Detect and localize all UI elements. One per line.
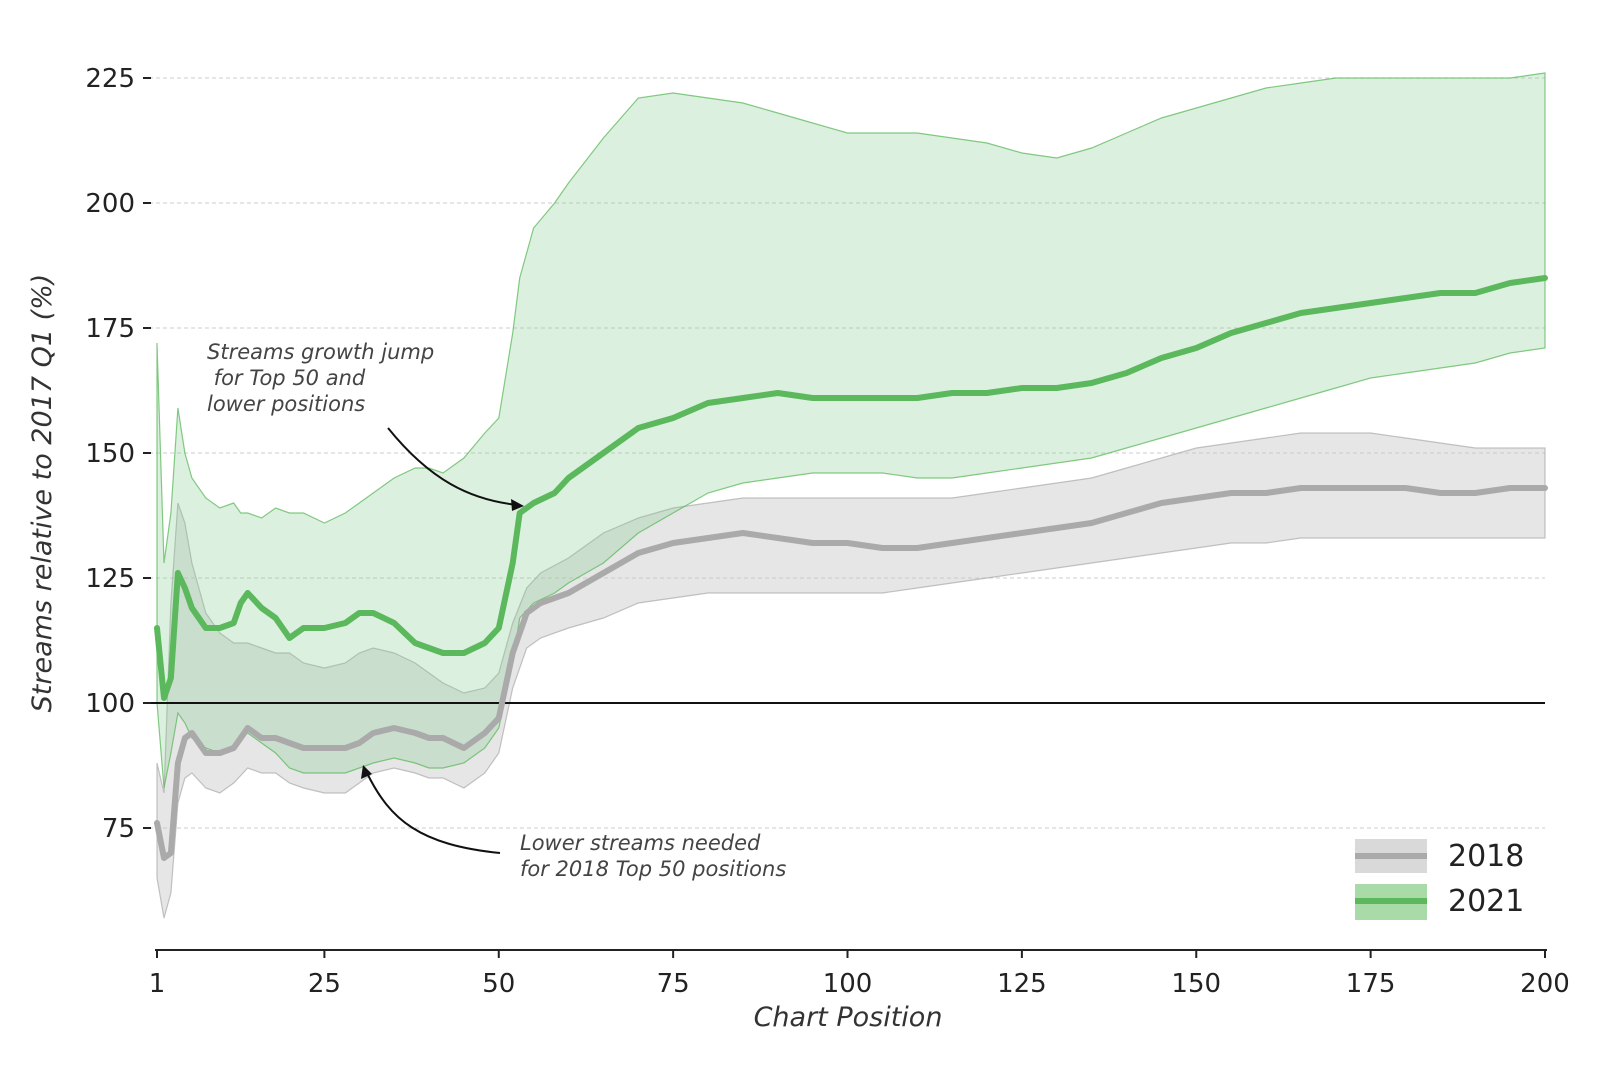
- band-2018: [156, 432, 1546, 919]
- annotation-lower-arrowhead: [361, 765, 372, 779]
- annotation-jump-arrow: [387, 427, 519, 506]
- y-tick-label-225: 225: [85, 64, 135, 94]
- gridlines: [149, 77, 1545, 829]
- confidence-bands: [156, 72, 1546, 919]
- y-tick-label-75: 75: [102, 814, 135, 844]
- y-tick-label-200: 200: [85, 189, 135, 219]
- x-tick-label-25: 25: [308, 969, 341, 999]
- annotation-jump-line-1: Streams growth jump: [207, 340, 434, 364]
- y-tick-label-150: 150: [85, 439, 135, 469]
- band-2021: [156, 72, 1546, 789]
- x-tick-label-175: 175: [1346, 969, 1396, 999]
- axes: 1 25 50 75 100 125 150 175 200751001251501752002…: [85, 64, 1569, 999]
- legend: 2018 2021: [1355, 839, 1524, 920]
- x-tick-label-1: 1: [149, 969, 166, 999]
- y-tick-label-175: 175: [85, 314, 135, 344]
- x-axis-title: Chart Position: [754, 1002, 943, 1033]
- annotation-jump-line-3: lower positions: [207, 392, 365, 416]
- series-lines: [154, 275, 1548, 861]
- x-tick-label-125: 125: [997, 969, 1047, 999]
- annotation-jump-line-2: for Top 50 and: [207, 366, 366, 390]
- y-axis-title: Streams relative to 2017 Q1 (%): [27, 274, 58, 713]
- annotation-jump-arrowhead: [511, 499, 524, 511]
- y-tick-label-100: 100: [85, 689, 135, 719]
- x-tick-label-100: 100: [823, 969, 873, 999]
- line-2018: [154, 485, 1548, 861]
- x-tick-label-75: 75: [657, 969, 690, 999]
- x-tick-label-150: 150: [1171, 969, 1221, 999]
- annotation-lower-arrow: [366, 772, 501, 854]
- annotations: Streams growth jump for Top 50 and lower…: [207, 340, 786, 881]
- line-2021: [154, 275, 1548, 701]
- legend-label-2021: 2021: [1448, 884, 1524, 919]
- legend-label-2018: 2018: [1448, 839, 1524, 874]
- y-tick-label-125: 125: [85, 564, 135, 594]
- annotation-lower-line-2: for 2018 Top 50 positions: [520, 857, 786, 881]
- annotation-lower-line-1: Lower streams needed: [520, 831, 761, 855]
- x-tick-label-200: 200: [1520, 969, 1570, 999]
- x-tick-label-50: 50: [482, 969, 515, 999]
